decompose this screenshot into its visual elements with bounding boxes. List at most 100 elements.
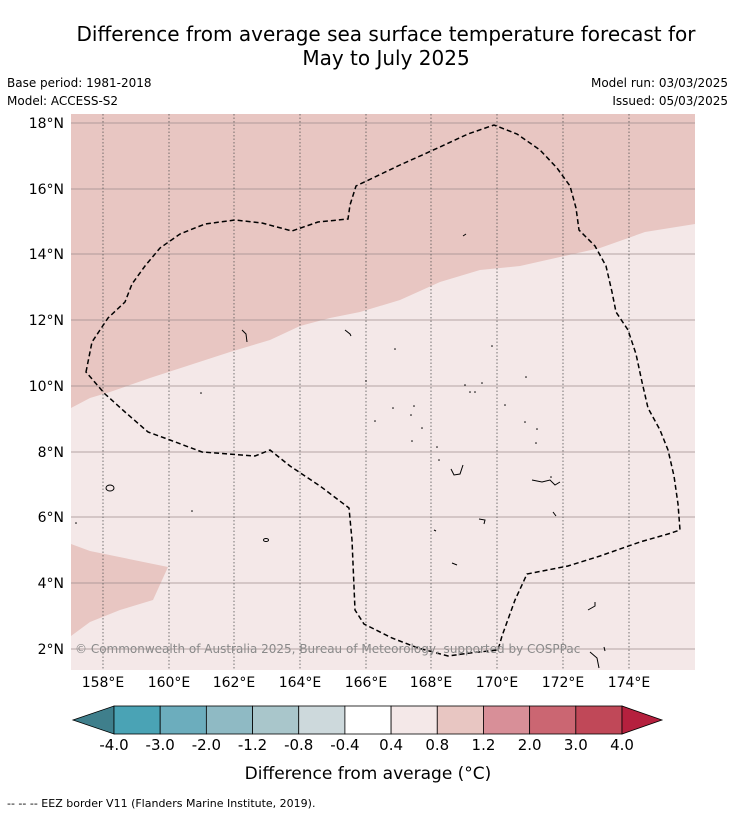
colorbar-tick-label: -1.2	[237, 736, 268, 754]
anomaly-region-north	[71, 114, 695, 408]
islet	[411, 440, 413, 442]
colorbar-segment	[529, 705, 577, 735]
lat-label: 8°N	[38, 445, 64, 461]
island	[587, 602, 596, 611]
colorbar-segment	[298, 705, 346, 735]
island	[478, 518, 486, 525]
island	[433, 529, 437, 532]
colorbar-tick-label: -4.0	[99, 736, 129, 754]
island	[603, 646, 606, 652]
islet	[365, 380, 367, 382]
copyright-text: © Commonwealth of Australia 2025, Bureau…	[75, 642, 580, 656]
islets	[75, 345, 552, 524]
lon-label: 174°E	[608, 675, 651, 691]
lat-label: 10°N	[29, 379, 64, 395]
lat-label: 16°N	[29, 182, 64, 198]
islet	[374, 420, 376, 422]
lat-label: 14°N	[29, 247, 64, 263]
issued-date: Issued: 05/03/2025	[612, 94, 728, 108]
colorbar-segment	[159, 705, 207, 735]
islet	[464, 384, 466, 386]
lat-label: 2°N	[38, 642, 64, 658]
island	[344, 329, 352, 337]
lat-label: 12°N	[29, 313, 64, 329]
colorbar-tick-label: 4.0	[610, 736, 634, 754]
colorbar-segment	[436, 705, 484, 735]
islet	[535, 442, 537, 444]
model-name: Model: ACCESS-S2	[7, 94, 119, 108]
eez-legend-note: -- -- -- EEZ border V11 (Flanders Marine…	[7, 797, 316, 810]
island	[462, 233, 467, 237]
colorbar-tick-label: 0.4	[379, 736, 404, 754]
title-line-1: Difference from average sea surface temp…	[76, 22, 696, 46]
colorbar-segment	[344, 705, 392, 735]
colorbar-title: Difference from average (°C)	[244, 764, 492, 784]
colorbar-tick-label: 3.0	[563, 736, 588, 754]
base-period: Base period: 1981-2018	[7, 76, 152, 90]
islet	[524, 421, 526, 423]
islet	[491, 345, 493, 347]
islet	[191, 510, 193, 512]
islet	[392, 407, 394, 409]
islet	[394, 348, 396, 350]
islet	[413, 405, 415, 407]
colorbar-tick-label: 2.0	[517, 736, 542, 754]
map-title: Difference from average sea surface temp…	[0, 22, 736, 70]
islet	[481, 382, 483, 384]
meta-left: Base period: 1981-2018 Model: ACCESS-S2	[7, 74, 152, 110]
islet	[504, 404, 506, 406]
colorbar-tick-label: -0.8	[284, 736, 314, 754]
islands	[105, 233, 606, 669]
colorbar-arrow-low	[71, 705, 115, 735]
islet	[469, 391, 471, 393]
eez-border	[85, 124, 681, 657]
colorbar-segment	[252, 705, 300, 735]
lon-label: 160°E	[148, 675, 191, 691]
islet	[525, 376, 527, 378]
islet	[75, 522, 77, 524]
islet	[410, 414, 412, 416]
anomaly-region-southwest	[71, 544, 168, 636]
model-run: Model run: 03/03/2025	[590, 76, 728, 90]
islet	[421, 427, 423, 429]
lon-label: 170°E	[476, 675, 519, 691]
lat-label: 18°N	[29, 116, 64, 132]
island	[531, 479, 561, 486]
lat-axis-labels: 2°N 4°N 6°N 8°N 10°N 12°N 14°N 16°N 18°N	[29, 116, 64, 658]
colorbar-tick-label: -2.0	[191, 736, 221, 754]
colorbar-segment	[390, 705, 438, 735]
lon-label: 158°E	[82, 675, 125, 691]
colorbar-segment	[483, 705, 531, 735]
islet	[436, 446, 438, 448]
lon-label: 166°E	[345, 675, 388, 691]
lat-gridlines	[71, 122, 695, 650]
islet	[438, 459, 440, 461]
island	[451, 562, 458, 566]
island	[241, 329, 248, 343]
lon-label: 162°E	[213, 675, 256, 691]
colorbar-tick-label: -0.4	[330, 736, 360, 754]
colorbar-tick-label: 0.8	[425, 736, 450, 754]
colorbar-segment	[205, 705, 253, 735]
island	[552, 511, 557, 517]
island	[263, 538, 269, 542]
island	[589, 651, 600, 669]
lat-label: 4°N	[38, 576, 64, 592]
lon-label: 168°E	[410, 675, 453, 691]
islet	[550, 476, 552, 478]
lon-axis-labels: 158°E 160°E 162°E 164°E 166°E 168°E 170°…	[82, 675, 651, 691]
islet	[536, 428, 538, 430]
islet	[200, 392, 202, 394]
lon-gridlines	[102, 114, 630, 670]
colorbar-tick-label: -3.0	[145, 736, 175, 754]
lon-label: 172°E	[542, 675, 585, 691]
colorbar	[71, 705, 664, 735]
island	[105, 484, 115, 492]
colorbar-segment	[113, 705, 161, 735]
colorbar-segment	[575, 705, 623, 735]
islet	[474, 391, 476, 393]
colorbar-tick-label: 1.2	[471, 736, 496, 754]
map-panel: © Commonwealth of Australia 2025, Bureau…	[71, 114, 695, 670]
title-line-2: May to July 2025	[302, 46, 470, 70]
